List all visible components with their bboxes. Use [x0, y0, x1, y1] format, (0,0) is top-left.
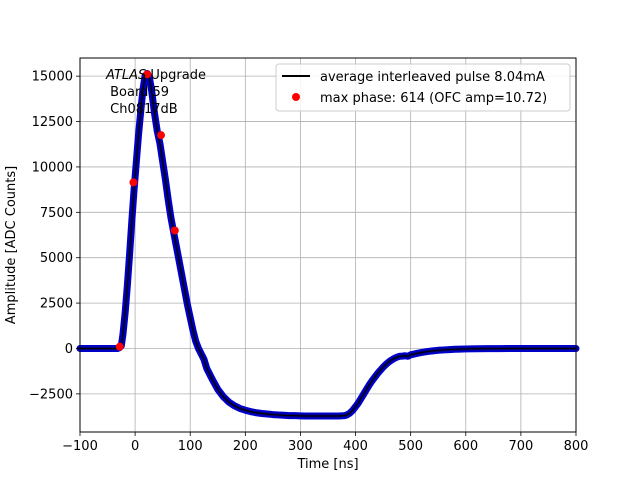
x-tick-label: 400	[343, 439, 368, 454]
max-phase-points	[115, 70, 179, 351]
legend: average interleaved pulse 8.04mA max pha…	[275, 63, 571, 112]
pulse-curve	[76, 69, 580, 420]
x-tick-label: 700	[508, 439, 533, 454]
legend-entry-pulse: average interleaved pulse 8.04mA	[320, 70, 545, 85]
annotation-upgrade: Upgrade	[146, 68, 206, 83]
x-tick-label: 200	[233, 439, 258, 454]
legend-box	[275, 63, 571, 112]
annotation-line-3: Ch0817dB	[106, 102, 178, 117]
y-axis-label: Amplitude [ADC Counts]	[4, 166, 19, 324]
annotation-atlas: ATLAS	[105, 68, 146, 83]
legend-entry-max-phase: max phase: 614 (OFC amp=10.72)	[320, 91, 547, 106]
annotation-line-1: ATLAS Upgrade	[105, 68, 206, 83]
x-tick-label: 600	[453, 439, 478, 454]
max-phase-point	[115, 342, 124, 351]
x-tick-label: −100	[62, 439, 98, 454]
y-axis-ticks: −2500 0 2500 5000 7500 10000 12500 15000	[29, 70, 80, 402]
x-tick-label: 100	[178, 439, 203, 454]
y-tick-label: 15000	[32, 70, 73, 85]
y-tick-label: 12500	[32, 115, 73, 130]
x-tick-label: 800	[564, 439, 589, 454]
x-tick-label: 0	[131, 439, 139, 454]
y-tick-label: −2500	[29, 387, 73, 402]
y-tick-label: 10000	[32, 160, 73, 175]
y-tick-label: 0	[65, 342, 73, 357]
x-axis-ticks: −100 0 100 200 300 400 500 600 700 800	[62, 432, 588, 454]
annotation-line-2: Board 59	[106, 85, 169, 100]
max-phase-point	[157, 131, 166, 140]
max-phase-point	[143, 70, 152, 79]
y-tick-label: 5000	[40, 251, 73, 266]
x-tick-label: 500	[398, 439, 423, 454]
legend-red-marker	[292, 93, 300, 101]
y-tick-label: 7500	[40, 206, 73, 221]
x-axis-label: Time [ns]	[296, 457, 358, 472]
plot-frame	[79, 57, 577, 433]
max-phase-point	[129, 178, 138, 187]
x-tick-label: 300	[288, 439, 313, 454]
pulse-line	[80, 72, 576, 417]
max-phase-point	[170, 226, 179, 235]
y-tick-label: 2500	[40, 297, 73, 312]
annotation-text: ATLAS Upgrade Board 59 Ch0817dB	[105, 68, 206, 117]
